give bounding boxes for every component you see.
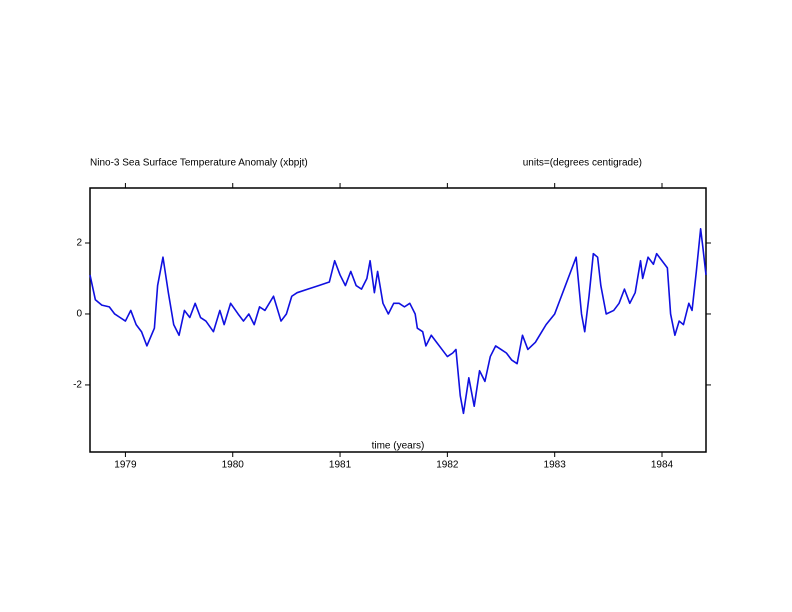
x-tick-label: 1983 [544, 460, 567, 471]
y-tick-label: -2 [73, 380, 82, 391]
plot-frame [89, 187, 707, 453]
x-tick-label: 1980 [222, 460, 245, 471]
x-tick-label: 1982 [436, 460, 459, 471]
y-tick-label: 0 [76, 309, 82, 320]
x-tick-label: 1984 [651, 460, 674, 471]
units-label: units=(degrees centigrade) [523, 158, 642, 169]
x-tick-label: 1981 [329, 460, 352, 471]
chart-title: Nino-3 Sea Surface Temperature Anomaly (… [90, 158, 308, 169]
x-axis-label: time (years) [372, 441, 425, 452]
data-line [89, 228, 707, 415]
y-tick-label: 2 [76, 238, 82, 249]
x-tick-label: 1979 [114, 460, 137, 471]
